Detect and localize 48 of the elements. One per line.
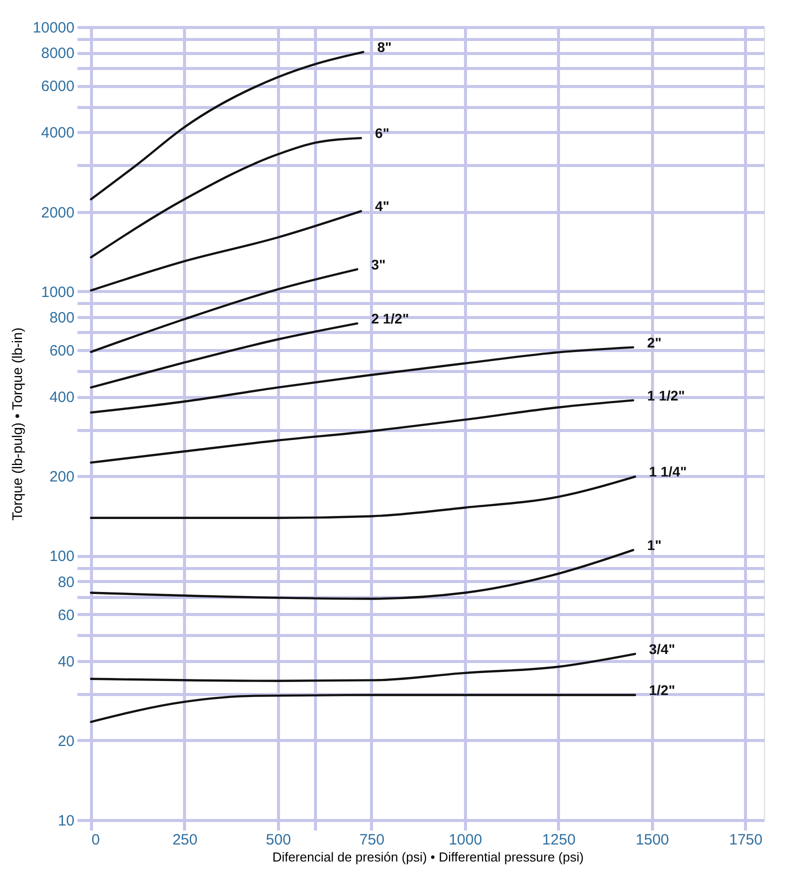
y-tick-label: 8000	[41, 45, 74, 62]
line-series	[90, 210, 362, 292]
y-tick-label: 100	[49, 548, 74, 566]
series-label: 2"	[647, 334, 662, 350]
series-label: 1"	[647, 537, 662, 554]
series-label: 1 1/2"	[647, 387, 685, 404]
y-tick-label: 2000	[41, 204, 74, 222]
series-label: 1/2"	[649, 682, 676, 698]
line-series	[90, 346, 634, 414]
line-series	[90, 268, 358, 354]
x-tick-label: 0	[92, 832, 100, 848]
series-label: 6"	[374, 125, 390, 142]
series-label: 4"	[374, 198, 390, 214]
series-label: 2 1/2"	[371, 310, 409, 326]
line-series	[90, 399, 634, 464]
x-tick-label: 250	[172, 832, 198, 848]
y-tick-label: 40	[58, 653, 74, 670]
y-tick-label: 1000	[41, 284, 74, 301]
y-tick-label: 10	[58, 812, 74, 830]
y-tick-label: 60	[58, 606, 74, 624]
line-series	[90, 322, 358, 389]
y-tick-label: 600	[49, 342, 74, 360]
y-axis-title: Torque (lb-pulg) • Torque (lb-in)	[8, 328, 25, 520]
x-axis-title: Diferencial de presión (psi) • Differential pressure (psi)	[272, 850, 584, 864]
x-tick-label: 500	[266, 832, 291, 848]
y-tick-label: 6000	[41, 78, 74, 96]
y-tick-label: 400	[49, 389, 74, 406]
line-series	[90, 50, 364, 200]
line-series	[90, 136, 362, 258]
y-tick-label: 4000	[41, 124, 74, 142]
x-tick-label: 750	[359, 832, 384, 848]
y-tick-label: 800	[49, 309, 74, 326]
series-label: 8"	[377, 39, 392, 56]
x-tick-label: 1750	[729, 832, 762, 848]
line-series	[90, 548, 634, 600]
y-tick-label: 20	[58, 732, 74, 750]
x-tick-label: 1000	[448, 832, 482, 848]
x-tick-label: 1500	[636, 832, 670, 848]
line-series	[90, 476, 636, 519]
x-tick-label: 1250	[542, 832, 576, 848]
y-tick-label: 200	[49, 468, 74, 486]
y-tick-label: 80	[58, 574, 74, 591]
series-label: 1 1/4"	[649, 464, 687, 480]
series-label: 3"	[371, 256, 386, 272]
line-series	[90, 694, 636, 724]
line-series	[90, 652, 636, 682]
series-label: 3/4"	[649, 640, 676, 657]
y-tick-label: 10000	[32, 20, 74, 36]
